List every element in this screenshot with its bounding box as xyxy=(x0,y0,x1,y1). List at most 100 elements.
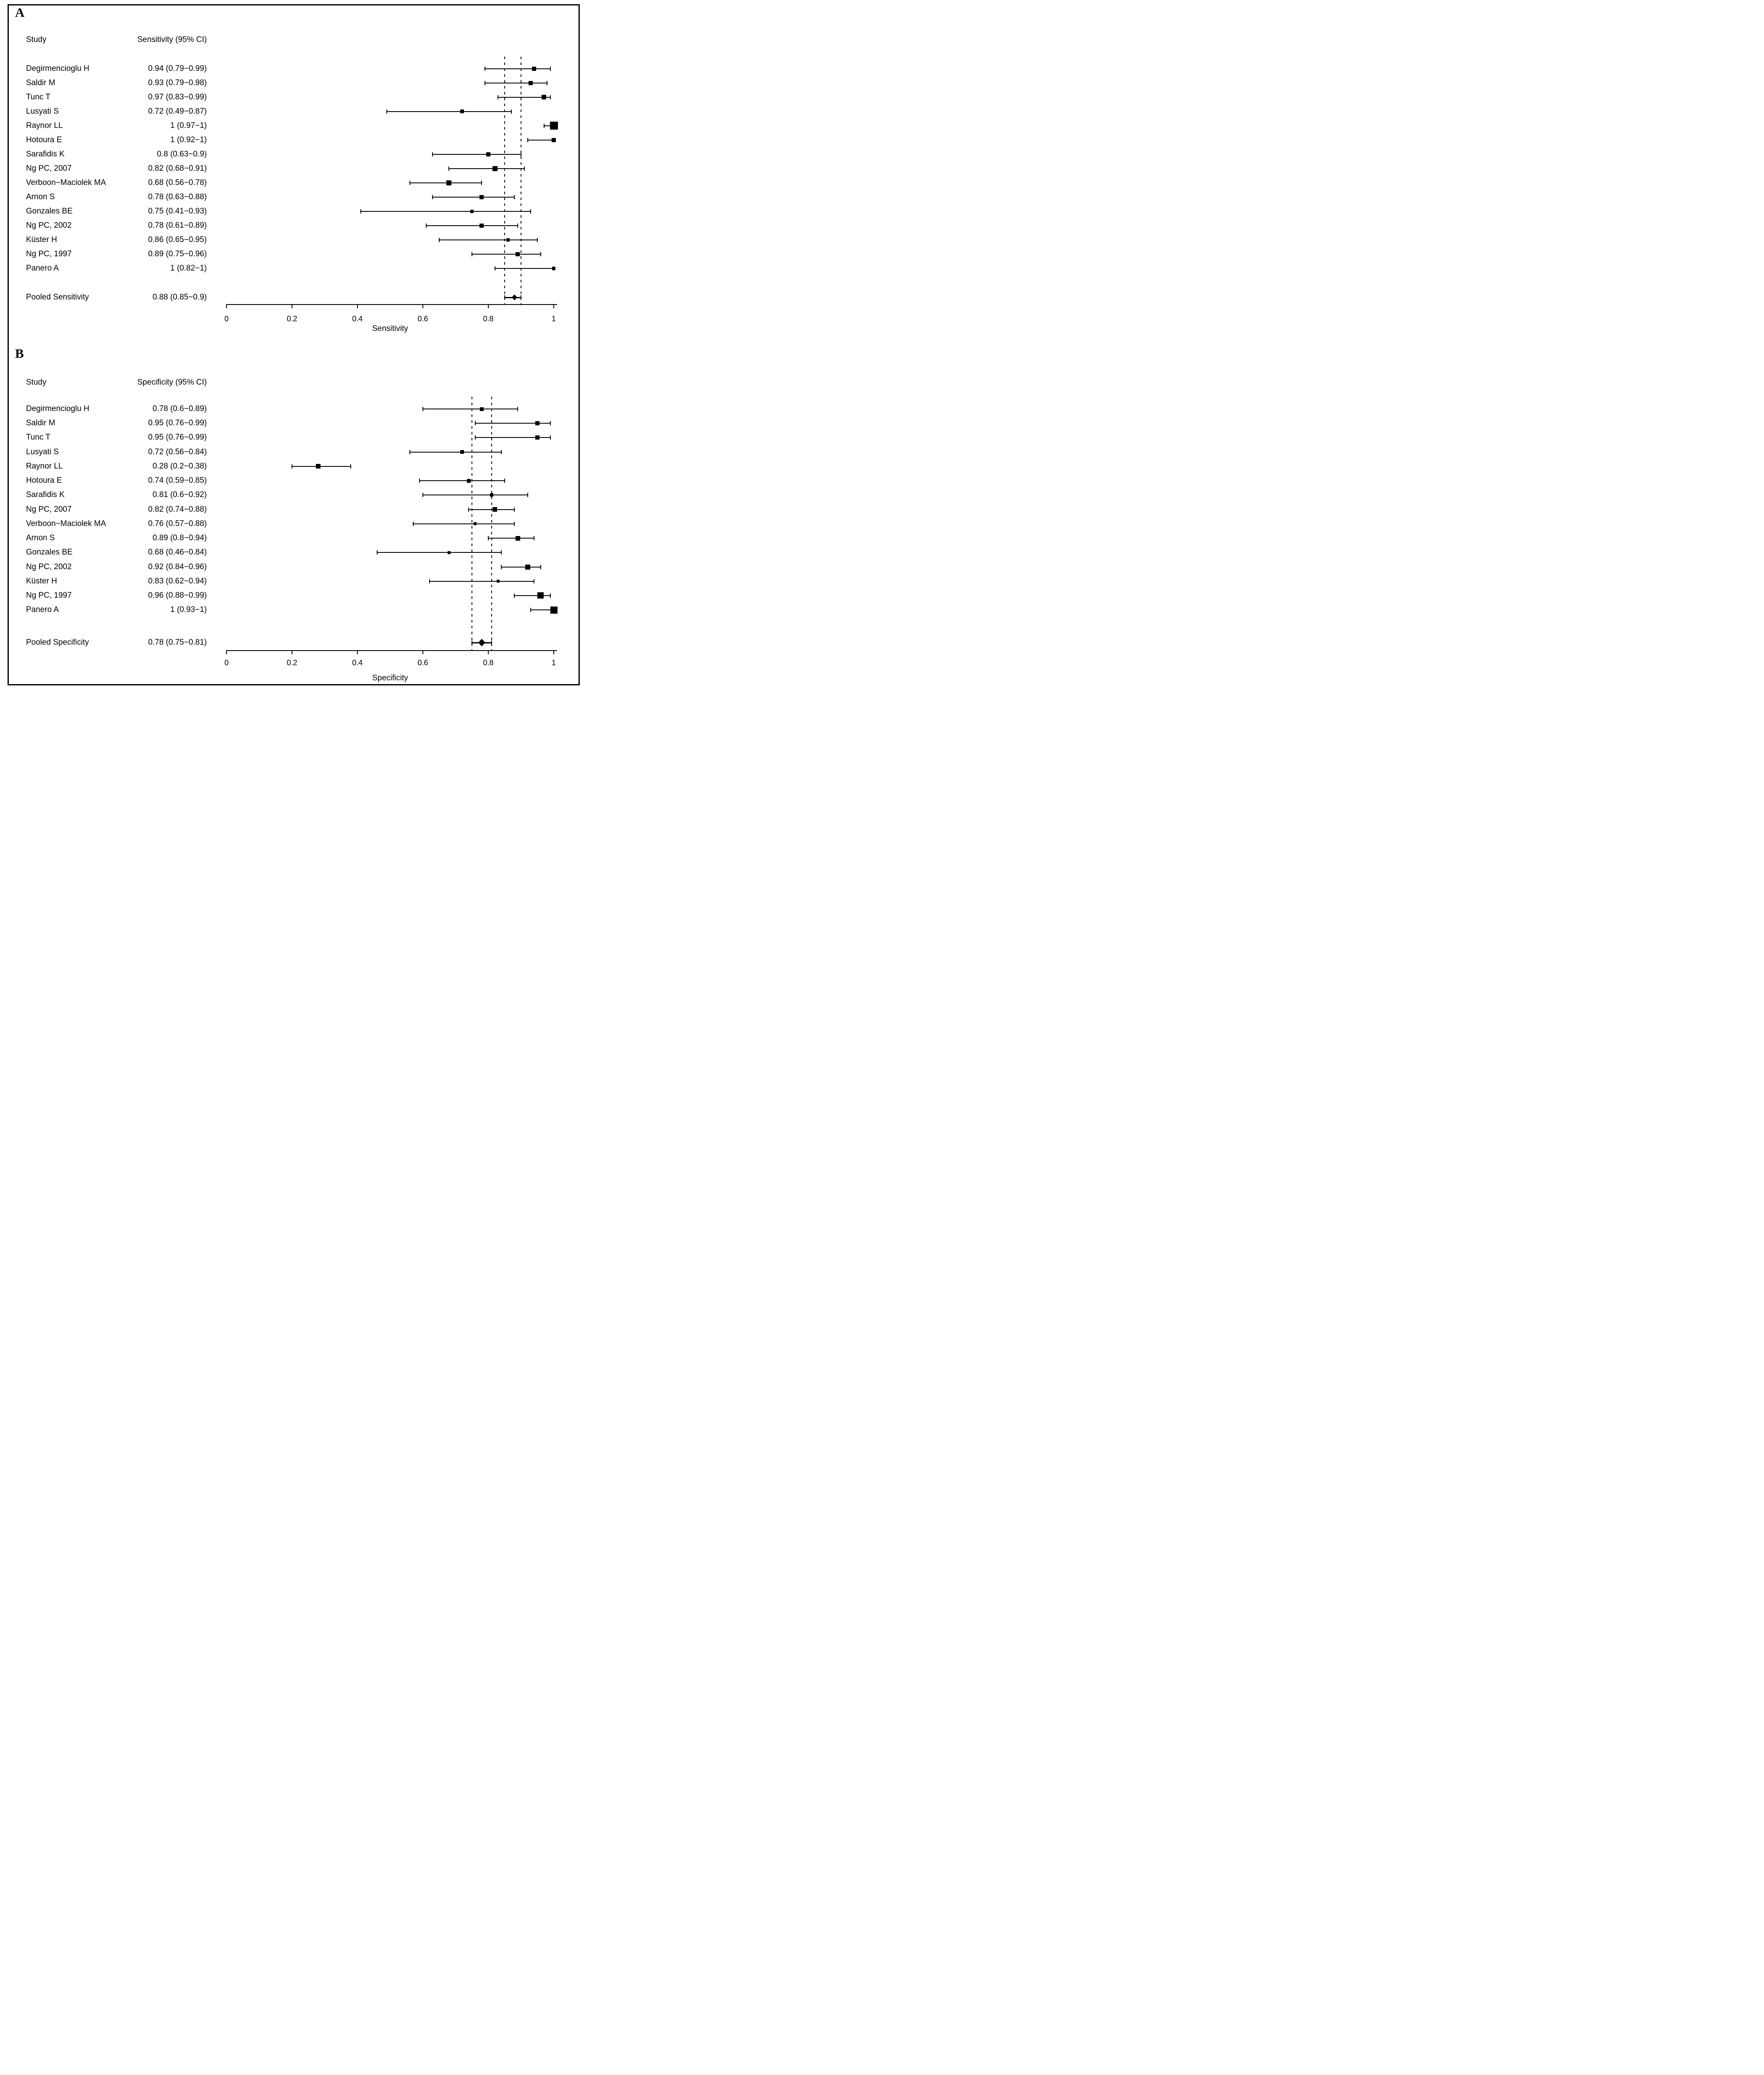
x-axis-line xyxy=(226,304,557,305)
study-name: Ng PC, 1997 xyxy=(26,591,72,600)
estimate-square xyxy=(446,180,452,185)
estimate-square xyxy=(492,507,498,512)
ci-line xyxy=(485,68,551,69)
ci-cap-right xyxy=(514,521,515,526)
estimate-square xyxy=(447,551,451,554)
ci-cap-left xyxy=(468,507,469,512)
study-name: Saldir M xyxy=(26,419,55,428)
ci-cap-left xyxy=(412,521,414,526)
ci-cap-right xyxy=(537,237,538,242)
forest-plot-figure: A Study Sensitivity (95% CI) Degirmencio… xyxy=(0,0,588,692)
x-axis-tick-label: 1 xyxy=(551,315,556,323)
ci-cap-left xyxy=(429,579,430,583)
ci-cap-left xyxy=(527,138,528,142)
ci-line xyxy=(409,182,482,183)
x-axis-tick-label: 0 xyxy=(224,315,229,323)
ci-line xyxy=(475,423,551,424)
estimate-square xyxy=(550,122,558,130)
ci-line xyxy=(514,595,551,596)
study-name: Küster H xyxy=(26,576,57,586)
study-value: 0.89 (0.75−0.96) xyxy=(148,249,207,258)
x-axis-tick xyxy=(422,305,423,308)
study-value: 0.93 (0.79−0.98) xyxy=(148,78,207,87)
ci-cap-right xyxy=(517,223,519,228)
ci-cap-right xyxy=(481,180,482,185)
estimate-square xyxy=(542,95,547,100)
figure-border xyxy=(8,4,580,685)
study-name: Ng PC, 2007 xyxy=(26,164,72,173)
ci-line xyxy=(449,168,524,169)
estimate-square xyxy=(529,81,533,85)
ci-cap-right xyxy=(350,464,352,469)
study-name: Gonzales BE xyxy=(26,548,73,557)
ci-line xyxy=(413,523,515,524)
x-axis-tick xyxy=(488,651,489,654)
estimate-square xyxy=(550,606,558,614)
estimate-square xyxy=(490,493,493,497)
ci-line xyxy=(472,253,541,255)
ci-cap-left xyxy=(432,152,433,156)
ci-line xyxy=(409,451,502,453)
ci-cap-right xyxy=(550,435,551,440)
estimate-square xyxy=(460,450,464,454)
ci-line xyxy=(469,509,515,510)
study-name: Degirmencioglu H xyxy=(26,404,90,413)
study-value: 0.83 (0.62−0.94) xyxy=(148,576,207,586)
ci-line xyxy=(501,566,541,568)
estimate-square xyxy=(537,592,544,599)
study-value: 0.74 (0.59−0.85) xyxy=(148,476,207,485)
estimate-square xyxy=(315,464,320,469)
ci-line xyxy=(360,211,531,212)
estimate-square xyxy=(460,109,464,114)
ci-cap-right xyxy=(501,550,502,555)
ci-cap-left xyxy=(425,223,427,228)
ci-cap-right xyxy=(501,450,502,454)
panel-label-a: A xyxy=(15,5,25,20)
x-axis-tick-label: 0 xyxy=(224,659,229,667)
study-value: 0.95 (0.76−0.99) xyxy=(148,433,207,442)
study-value: 0.86 (0.65−0.95) xyxy=(148,235,207,244)
ci-cap-left xyxy=(448,166,450,171)
x-axis-title-a: Sensitivity xyxy=(372,324,408,333)
ci-cap-left xyxy=(432,195,433,199)
study-name: Raynor LL xyxy=(26,461,63,471)
study-value: 0.95 (0.76−0.99) xyxy=(148,419,207,428)
ci-cap-left xyxy=(488,536,489,541)
study-value: 0.28 (0.2−0.38) xyxy=(152,461,207,471)
study-name: Raynor LL xyxy=(26,121,63,130)
ci-cap-right xyxy=(550,95,551,99)
study-name: Hotoura E xyxy=(26,135,62,144)
estimate-square xyxy=(552,138,556,142)
ci-cap-right xyxy=(517,407,519,411)
x-axis-tick xyxy=(553,305,554,308)
estimate-square xyxy=(506,238,510,242)
ci-line xyxy=(433,154,521,155)
study-value: 0.97 (0.83−0.99) xyxy=(148,92,207,102)
x-axis-tick xyxy=(357,651,358,654)
x-axis-tick-label: 1 xyxy=(551,659,556,667)
pooled-name: Pooled Sensitivity xyxy=(26,293,89,302)
x-axis-tick-label: 0.4 xyxy=(352,659,363,667)
ci-cap-left xyxy=(474,421,476,426)
estimate-square xyxy=(496,580,500,583)
study-name: Sarafidis K xyxy=(26,149,65,159)
ci-cap-right xyxy=(550,66,551,71)
study-value: 0.68 (0.46−0.84) xyxy=(148,548,207,557)
pooled-value: 0.78 (0.75−0.81) xyxy=(148,638,207,647)
x-axis-title-b: Specificity xyxy=(372,674,408,682)
ci-cap-right xyxy=(527,493,528,497)
ci-cap-right xyxy=(524,166,525,171)
ci-line xyxy=(488,538,534,539)
column-header-value-b: Specificity (95% CI) xyxy=(137,378,207,387)
ci-cap-right xyxy=(504,479,505,483)
study-value: 1 (0.93−1) xyxy=(170,605,207,614)
study-value: 0.75 (0.41−0.93) xyxy=(148,206,207,216)
x-axis-line xyxy=(226,650,557,651)
ci-cap-left xyxy=(501,565,502,569)
estimate-square xyxy=(486,152,490,156)
study-name: Ng PC, 1997 xyxy=(26,249,72,258)
x-axis-tick-label: 0.2 xyxy=(287,659,297,667)
x-axis-tick xyxy=(226,305,227,308)
study-value: 0.81 (0.6−0.92) xyxy=(152,490,207,500)
ci-line xyxy=(433,196,515,198)
